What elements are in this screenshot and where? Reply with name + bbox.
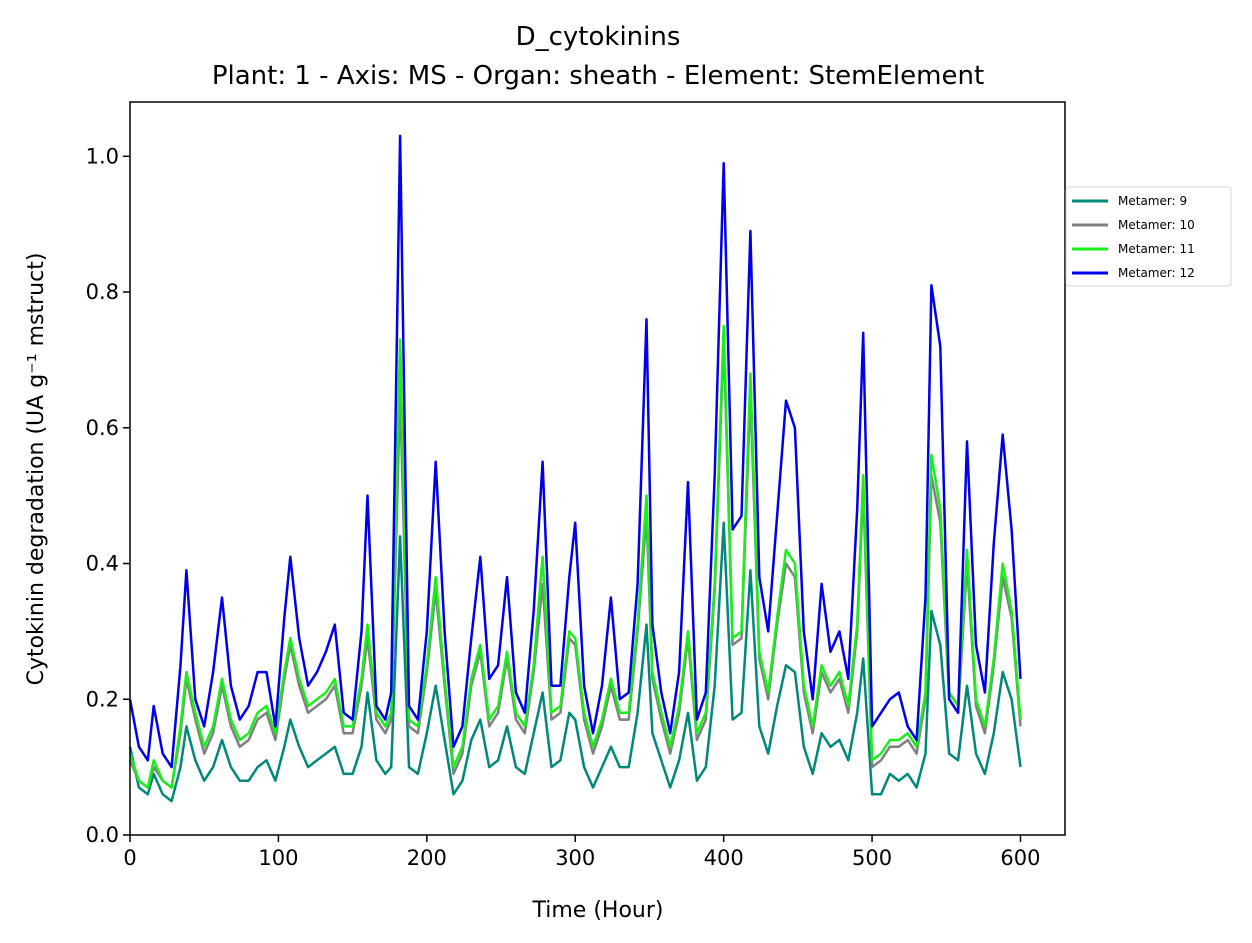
chart-subtitle: Plant: 1 - Axis: MS - Organ: sheath - El…: [212, 61, 984, 91]
series-line-1: [128, 521, 1022, 803]
legend-items: Metamer: 9 Metamer: 10 Metamer: 11 Metamer:…: [1072, 194, 1195, 280]
x-axis-label: Time (Hour): [532, 898, 664, 923]
y-axis-ticks: 0.0 0.2 0.4 0.6 0.8 1.0: [86, 144, 130, 847]
x-tick-label: 300: [555, 846, 595, 870]
legend-label: Metamer: 12: [1118, 266, 1195, 280]
plot-area: 0 100 200 300 400 500 600 0.0 0.2 0.4 0.6 0.8 1.0: [86, 101, 1066, 870]
series-line-4: [128, 134, 1022, 769]
y-axis-label: Cytokinin degradation (UA g⁻¹ mstruct): [24, 253, 49, 686]
y-tick-label: 0.4: [86, 552, 119, 576]
x-tick-label: 200: [407, 846, 447, 870]
x-tick-label: 500: [852, 846, 892, 870]
legend-box: [1065, 186, 1232, 287]
chart-title: D_cytokinins: [516, 22, 681, 52]
plot-frame: [129, 101, 1066, 836]
x-tick-label: 400: [704, 846, 744, 870]
y-tick-label: 1.0: [86, 144, 119, 168]
y-tick-label: 0.2: [86, 687, 119, 711]
legend-label: Metamer: 9: [1118, 194, 1187, 208]
y-tick-label: 0.8: [86, 280, 119, 304]
x-tick-label: 100: [258, 846, 298, 870]
legend-label: Metamer: 10: [1118, 218, 1195, 232]
x-tick-label: 0: [123, 846, 136, 870]
x-axis-ticks: 0 100 200 300 400 500 600: [123, 835, 1041, 870]
x-tick-label: 600: [1000, 846, 1040, 870]
legend-label: Metamer: 11: [1118, 242, 1195, 256]
y-tick-label: 0.0: [86, 823, 119, 847]
legend: Metamer: 9 Metamer: 10 Metamer: 11 Metamer:…: [1065, 186, 1232, 287]
y-tick-label: 0.6: [86, 416, 119, 440]
series-group: [128, 134, 1022, 803]
